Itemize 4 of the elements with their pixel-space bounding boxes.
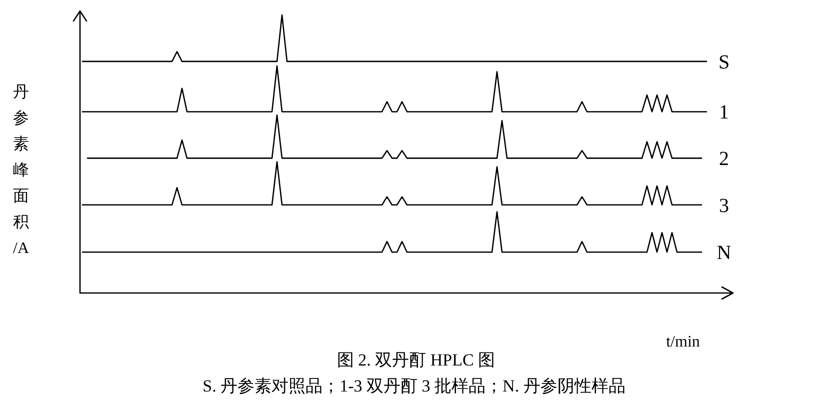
xlabel: t/min xyxy=(666,334,700,350)
annotation: S. 丹参素对照品；1-3 双丹酊 3 批样品；N. 丹参阴性样品 xyxy=(202,376,626,396)
ylabel: 丹参素峰面积/A xyxy=(12,83,30,259)
title: 图 2. 双丹酊 HPLC 图 xyxy=(336,350,496,370)
